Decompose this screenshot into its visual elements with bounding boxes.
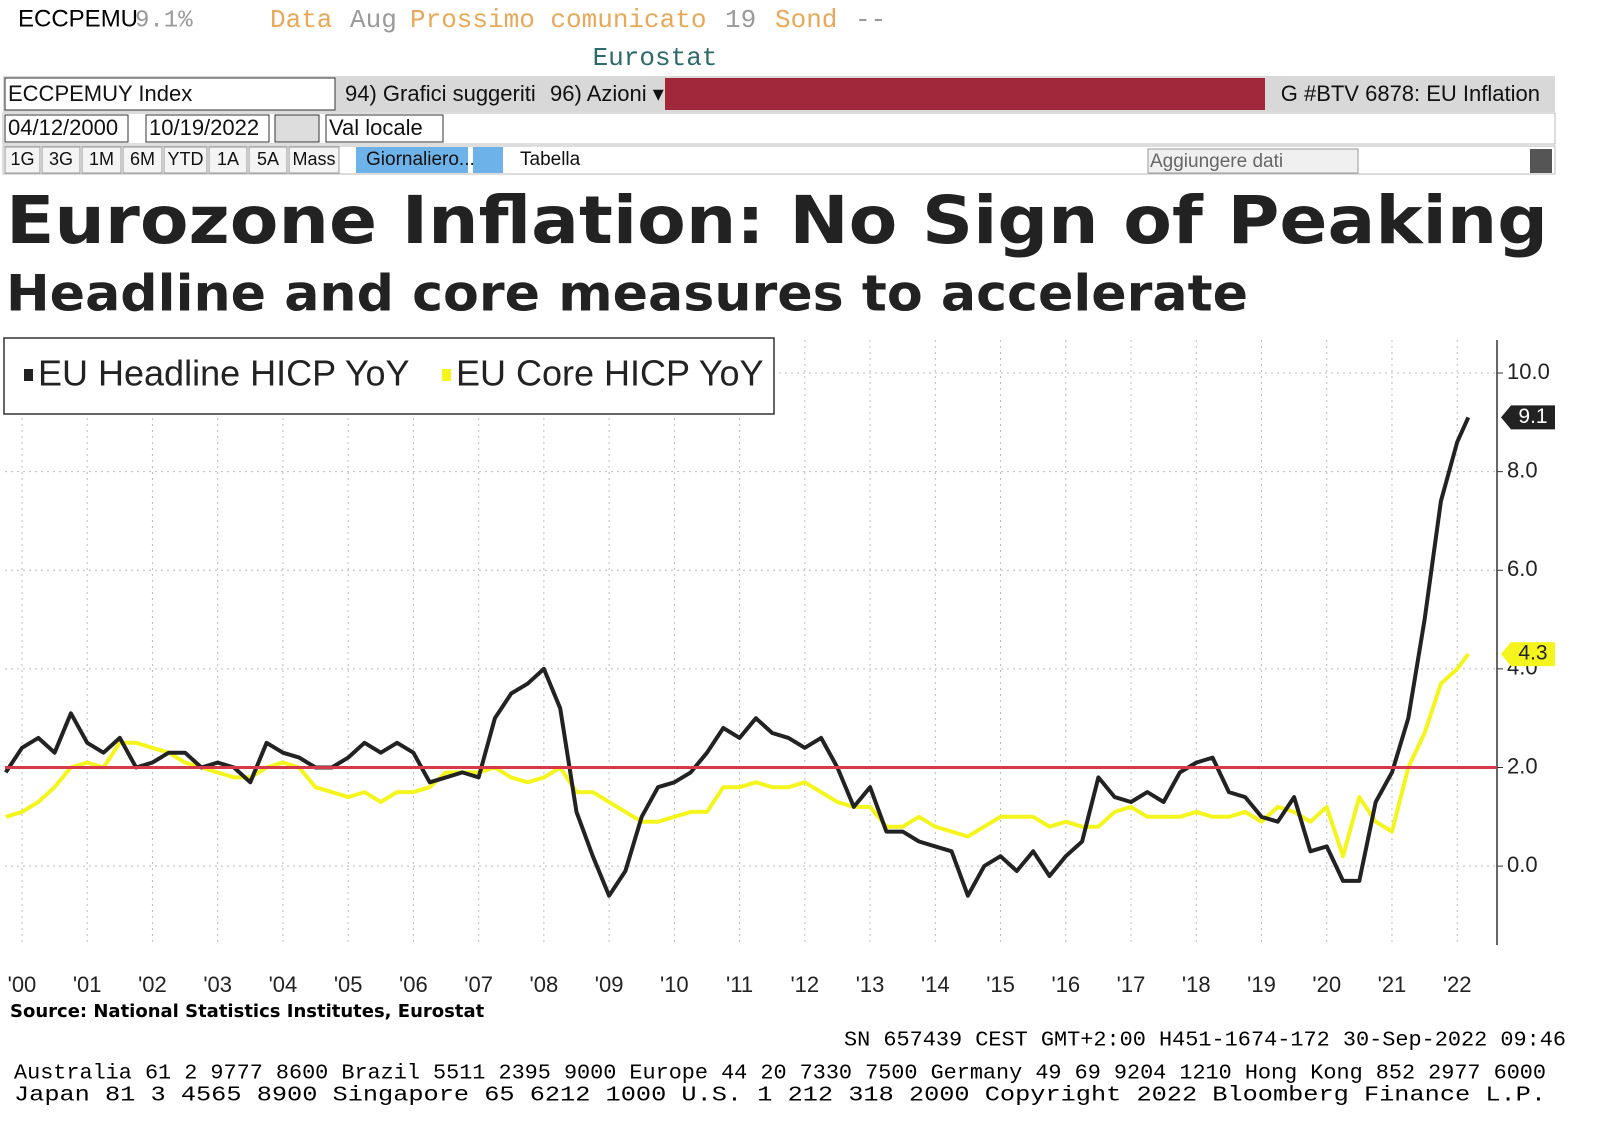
x-tick-label: '20 xyxy=(1312,972,1341,997)
period-button[interactable] xyxy=(4,146,41,174)
x-tick-label: '00 xyxy=(8,972,37,997)
x-tick-label: '22 xyxy=(1443,972,1472,997)
currency: Val locale xyxy=(329,115,423,140)
contacts: Australia 61 2 9777 8600 Brazil 5511 239… xyxy=(14,1063,1546,1086)
chart-title: Eurozone Inflation: No Sign of Peaking xyxy=(6,182,1548,259)
chart-source: Source: National Statistics Institutes, … xyxy=(10,1001,485,1022)
period-label: YTD xyxy=(168,149,204,169)
period-button[interactable] xyxy=(122,146,163,174)
contacts: Japan 81 3 4565 8900 Singapore 65 6212 1… xyxy=(14,1085,1546,1108)
last-value-badge xyxy=(1501,405,1555,430)
security-box[interactable] xyxy=(4,77,336,111)
last-value-label: 9.1 xyxy=(1518,405,1547,428)
page-id: G #BTV 6878: EU Inflation xyxy=(1281,81,1540,106)
currency-box[interactable] xyxy=(325,114,444,143)
period-button[interactable] xyxy=(81,146,122,174)
add-data-box[interactable] xyxy=(1147,148,1359,174)
x-tick-label: '07 xyxy=(464,972,493,997)
period-button[interactable] xyxy=(163,146,208,174)
title-bar xyxy=(665,78,1265,110)
x-tick-label: '04 xyxy=(269,972,298,997)
x-tick-label: '01 xyxy=(73,972,102,997)
period-button[interactable] xyxy=(288,146,340,174)
legend-swatch xyxy=(442,369,451,381)
period-button[interactable] xyxy=(208,146,248,174)
next-release: Prossimo comunicato xyxy=(410,5,706,35)
chart-subtitle: Headline and core measures to accelerate xyxy=(6,265,1248,323)
x-tick-label: '10 xyxy=(660,972,689,997)
start-box[interactable] xyxy=(4,114,129,143)
x-tick-label: '16 xyxy=(1051,972,1080,997)
period-label: 5A xyxy=(257,149,279,169)
x-tick-label: '21 xyxy=(1378,972,1407,997)
end-box[interactable] xyxy=(145,114,270,143)
period-label: 1M xyxy=(89,149,114,169)
x-tick-label: '13 xyxy=(856,972,885,997)
series-line xyxy=(5,652,1470,859)
add-data: Aggiungere dati xyxy=(1150,151,1283,172)
x-tick-label: '12 xyxy=(790,972,819,997)
period-label: 1A xyxy=(217,149,239,169)
last-value-badge xyxy=(1501,642,1555,667)
table-button[interactable]: Tabella xyxy=(520,149,581,170)
period: Aug xyxy=(350,5,397,35)
y-tick-label: 8.0 xyxy=(1507,457,1538,482)
dropdown[interactable] xyxy=(1530,149,1552,173)
x-tick-label: '15 xyxy=(986,972,1015,997)
last-value: 9.1% xyxy=(135,7,193,34)
frequency: Giornaliero... xyxy=(366,149,475,170)
start-date: 04/12/2000 xyxy=(8,115,118,140)
x-tick-label: '17 xyxy=(1117,972,1146,997)
x-tick-label: '06 xyxy=(399,972,428,997)
period-label: 6M xyxy=(130,149,155,169)
source: Eurostat xyxy=(593,43,718,73)
session-info: SN 657439 CEST GMT+2:00 H451-1674-172 30… xyxy=(844,1030,1566,1053)
x-tick-label: '02 xyxy=(138,972,167,997)
x-tick-label: '11 xyxy=(726,972,753,997)
ticker: ECCPEMU xyxy=(18,5,138,32)
release-month: Sond xyxy=(775,5,837,35)
end-date: 10/19/2022 xyxy=(149,115,259,140)
x-tick-label: '19 xyxy=(1247,972,1276,997)
x-tick-label: '18 xyxy=(1182,972,1211,997)
last-value-label: 4.3 xyxy=(1518,642,1547,665)
legend-label: EU Core HICP YoY xyxy=(456,353,764,394)
x-tick-label: '08 xyxy=(530,972,559,997)
period-label: 3G xyxy=(49,149,73,169)
nav-buttons[interactable] xyxy=(274,114,320,143)
period-button[interactable] xyxy=(41,146,81,174)
y-tick-label: 2.0 xyxy=(1507,753,1538,778)
security: ECCPEMUY Index xyxy=(8,81,192,106)
x-tick-label: '14 xyxy=(921,972,950,997)
period-button[interactable] xyxy=(248,146,288,174)
chart-icon[interactable] xyxy=(473,147,503,173)
suggested-charts[interactable]: 94) Grafici suggeriti xyxy=(345,81,536,106)
legend-swatch xyxy=(24,369,33,381)
y-tick-label: 0.0 xyxy=(1507,852,1538,877)
legend-label: EU Headline HICP YoY xyxy=(38,353,410,394)
release-day: 19 xyxy=(725,5,756,35)
period-label: 1G xyxy=(10,149,34,169)
y-tick-label: 10.0 xyxy=(1507,359,1550,384)
x-tick-label: '03 xyxy=(203,972,232,997)
actions[interactable]: 96) Azioni ▾ xyxy=(550,81,664,106)
frequency-button[interactable] xyxy=(356,147,468,173)
x-tick-label: '05 xyxy=(334,972,363,997)
data-label: Data xyxy=(270,5,332,35)
x-tick-label: '09 xyxy=(595,972,624,997)
series-line xyxy=(4,416,1471,898)
y-tick-label: 6.0 xyxy=(1507,556,1538,581)
dash: -- xyxy=(855,5,886,35)
legend-box xyxy=(3,337,775,415)
period-label: Mass xyxy=(292,149,335,169)
